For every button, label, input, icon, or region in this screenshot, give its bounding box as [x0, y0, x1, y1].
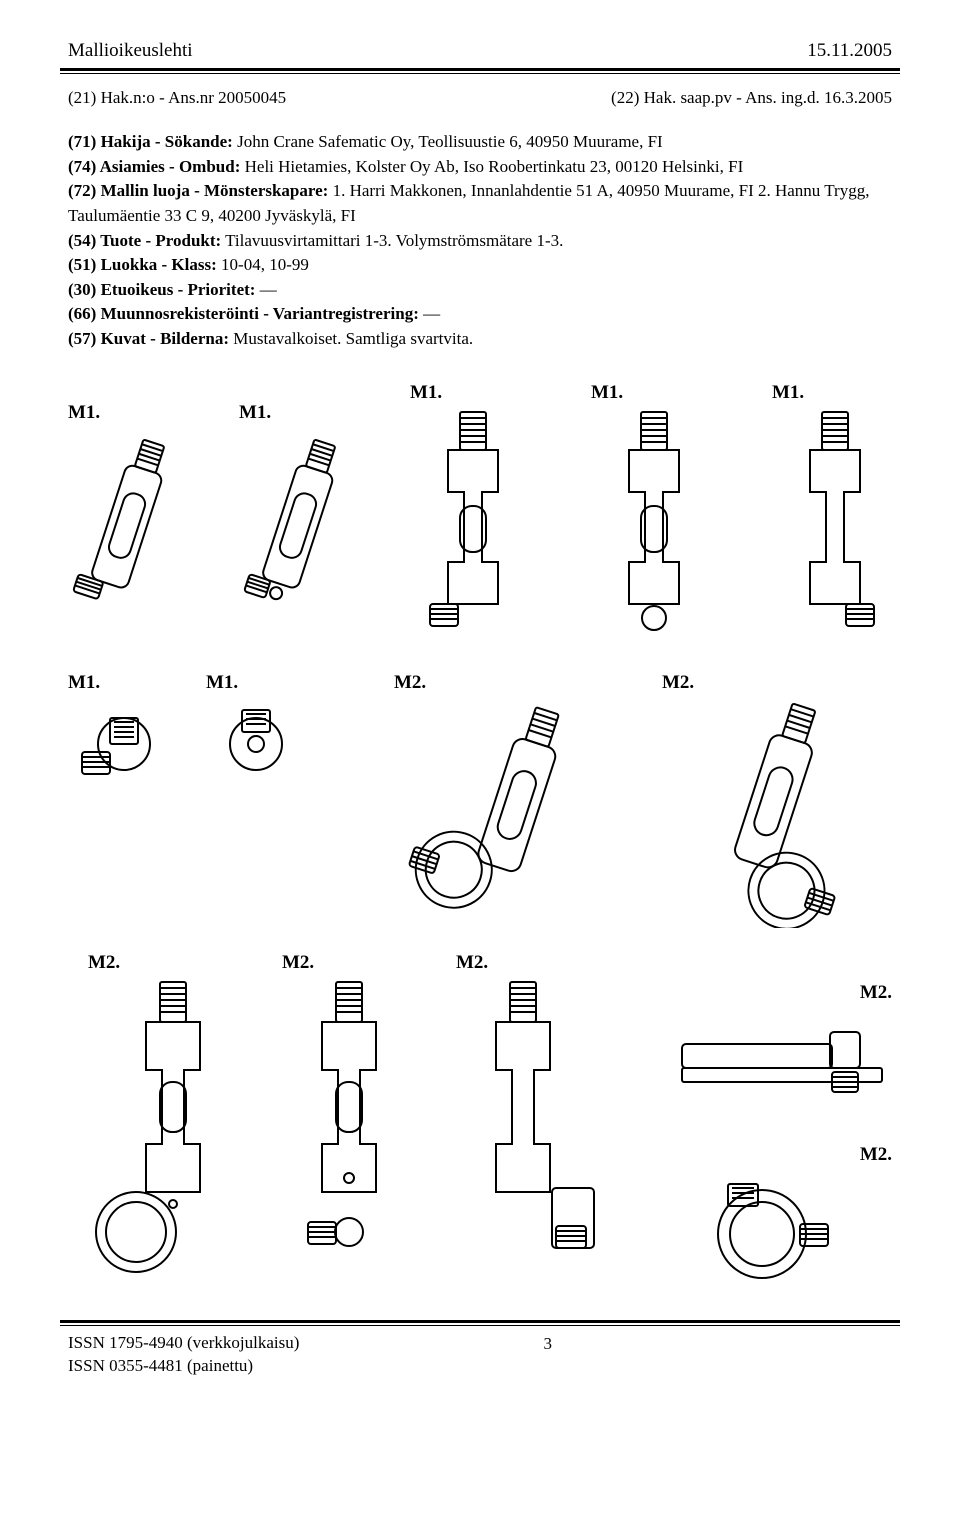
field-66: (66) Muunnosrekisteröinti - Variantregis… — [68, 302, 892, 327]
figure-label: M2. — [88, 952, 120, 974]
figure-label: M1. — [591, 382, 623, 404]
field-66-label: (66) Muunnosrekisteröinti - Variantregis… — [68, 304, 419, 323]
field-54-value: Tilavuusvirtamittari 1-3. Volymströmsmät… — [225, 231, 563, 250]
rule-thick — [60, 68, 900, 71]
figure-m2-2: M2. — [662, 672, 892, 928]
field-72: (72) Mallin luoja - Mönsterskapare: 1. H… — [68, 179, 892, 228]
journal-title: Mallioikeuslehti — [68, 40, 193, 62]
figure-label: M1. — [410, 382, 442, 404]
drawing-icon — [672, 1176, 852, 1296]
field-74-label: (74) Asiamies - Ombud: — [68, 157, 240, 176]
figure-m2-6: M2. — [672, 982, 892, 1004]
figure-label: M2. — [456, 952, 488, 974]
field-30-label: (30) Etuoikeus - Prioritet: — [68, 280, 255, 299]
figure-m2-1: M2. — [394, 672, 624, 928]
page-number: 3 — [544, 1334, 553, 1354]
figure-m2-7: M2. — [672, 1144, 892, 1166]
figure-m1-7: M1. — [206, 672, 306, 798]
drawing-icon — [394, 698, 624, 928]
figure-m1-4: M1. — [591, 382, 711, 648]
drawing-icon — [68, 428, 178, 648]
page: Mallioikeuslehti 15.11.2005 (21) Hak.n:o… — [0, 0, 960, 1408]
field-21-value: 20050045 — [218, 88, 286, 107]
figures-block: M1. M1. — [60, 382, 900, 1296]
figure-label: M1. — [68, 672, 100, 694]
meta-row: (21) Hak.n:o - Ans.nr 20050045 (22) Hak.… — [60, 88, 900, 108]
field-22: (22) Hak. saap.pv - Ans. ing.d. 16.3.200… — [611, 88, 892, 108]
header-date: 15.11.2005 — [807, 40, 892, 62]
figure-row-3: M2. M2. — [68, 952, 892, 1296]
figure-label: M2. — [394, 672, 426, 694]
figure-m1-2: M1. — [239, 402, 349, 648]
field-51-label: (51) Luokka - Klass: — [68, 255, 217, 274]
field-74: (74) Asiamies - Ombud: Heli Hietamies, K… — [68, 155, 892, 180]
footer: ISSN 1795-4940 (verkkojulkaisu) ISSN 035… — [60, 1320, 900, 1378]
drawing-icon — [206, 698, 306, 798]
figure-m2-4: M2. — [282, 952, 412, 1278]
figure-label: M1. — [68, 402, 100, 424]
drawing-icon — [672, 1014, 892, 1104]
figure-label: M2. — [282, 952, 314, 974]
issn-web: ISSN 1795-4940 (verkkojulkaisu) — [68, 1332, 299, 1355]
drawing-icon — [772, 408, 892, 648]
footer-rule-thin — [60, 1325, 900, 1326]
drawing-icon — [239, 428, 349, 648]
field-21-label: (21) Hak.n:o - Ans.nr — [68, 88, 214, 107]
field-30-value: — — [260, 280, 277, 299]
figure-row-1: M1. M1. — [68, 382, 892, 648]
drawing-icon — [88, 978, 248, 1278]
field-57-value: Mustavalkoiset. Samtliga svartvita. — [233, 329, 473, 348]
field-30: (30) Etuoikeus - Prioritet: — — [68, 278, 892, 303]
figure-m2-3: M2. — [88, 952, 248, 1278]
figure-m1-3: M1. — [410, 382, 530, 648]
field-74-value: Heli Hietamies, Kolster Oy Ab, Iso Roobe… — [245, 157, 744, 176]
field-71-label: (71) Hakija - Sökande: — [68, 132, 233, 151]
drawing-icon — [68, 698, 168, 798]
field-21: (21) Hak.n:o - Ans.nr 20050045 — [68, 88, 286, 108]
field-54-label: (54) Tuote - Produkt: — [68, 231, 221, 250]
footer-issn: ISSN 1795-4940 (verkkojulkaisu) ISSN 035… — [68, 1332, 299, 1378]
field-22-value: 16.3.2005 — [824, 88, 892, 107]
drawing-icon — [456, 978, 606, 1278]
field-72-label: (72) Mallin luoja - Mönsterskapare: — [68, 181, 328, 200]
issn-print: ISSN 0355-4481 (painettu) — [68, 1355, 299, 1378]
field-57-label: (57) Kuvat - Bilderna: — [68, 329, 229, 348]
figure-label: M1. — [206, 672, 238, 694]
drawing-icon — [282, 978, 412, 1278]
figure-m1-1: M1. — [68, 402, 178, 648]
figure-label: M1. — [239, 402, 271, 424]
rule-thin — [60, 73, 900, 74]
drawing-icon — [410, 408, 530, 648]
footer-rule-thick — [60, 1320, 900, 1323]
figure-label: M1. — [772, 382, 804, 404]
field-71-value: John Crane Safematic Oy, Teollisuustie 6… — [237, 132, 663, 151]
figure-m1-5: M1. — [772, 382, 892, 648]
field-51-value: 10-04, 10-99 — [221, 255, 309, 274]
field-66-value: — — [423, 304, 440, 323]
figure-m1-6: M1. — [68, 672, 168, 798]
figure-m2-5: M2. — [456, 952, 606, 1278]
figure-row-2: M1. M1. M2. — [68, 672, 892, 928]
field-51: (51) Luokka - Klass: 10-04, 10-99 — [68, 253, 892, 278]
footer-inner: ISSN 1795-4940 (verkkojulkaisu) ISSN 035… — [60, 1328, 900, 1378]
field-71: (71) Hakija - Sökande: John Crane Safema… — [68, 130, 892, 155]
figure-label: M2. — [662, 672, 694, 694]
figure-label: M2. — [860, 1144, 892, 1166]
figure-label: M2. — [860, 982, 892, 1004]
record-block: (71) Hakija - Sökande: John Crane Safema… — [60, 130, 900, 352]
drawing-icon — [591, 408, 711, 648]
figure-side-column: M2. M2. — [672, 982, 892, 1296]
field-22-label: (22) Hak. saap.pv - Ans. ing.d. — [611, 88, 820, 107]
drawing-icon — [662, 698, 892, 928]
header: Mallioikeuslehti 15.11.2005 — [60, 40, 900, 62]
field-54: (54) Tuote - Produkt: Tilavuusvirtamitta… — [68, 229, 892, 254]
field-57: (57) Kuvat - Bilderna: Mustavalkoiset. S… — [68, 327, 892, 352]
